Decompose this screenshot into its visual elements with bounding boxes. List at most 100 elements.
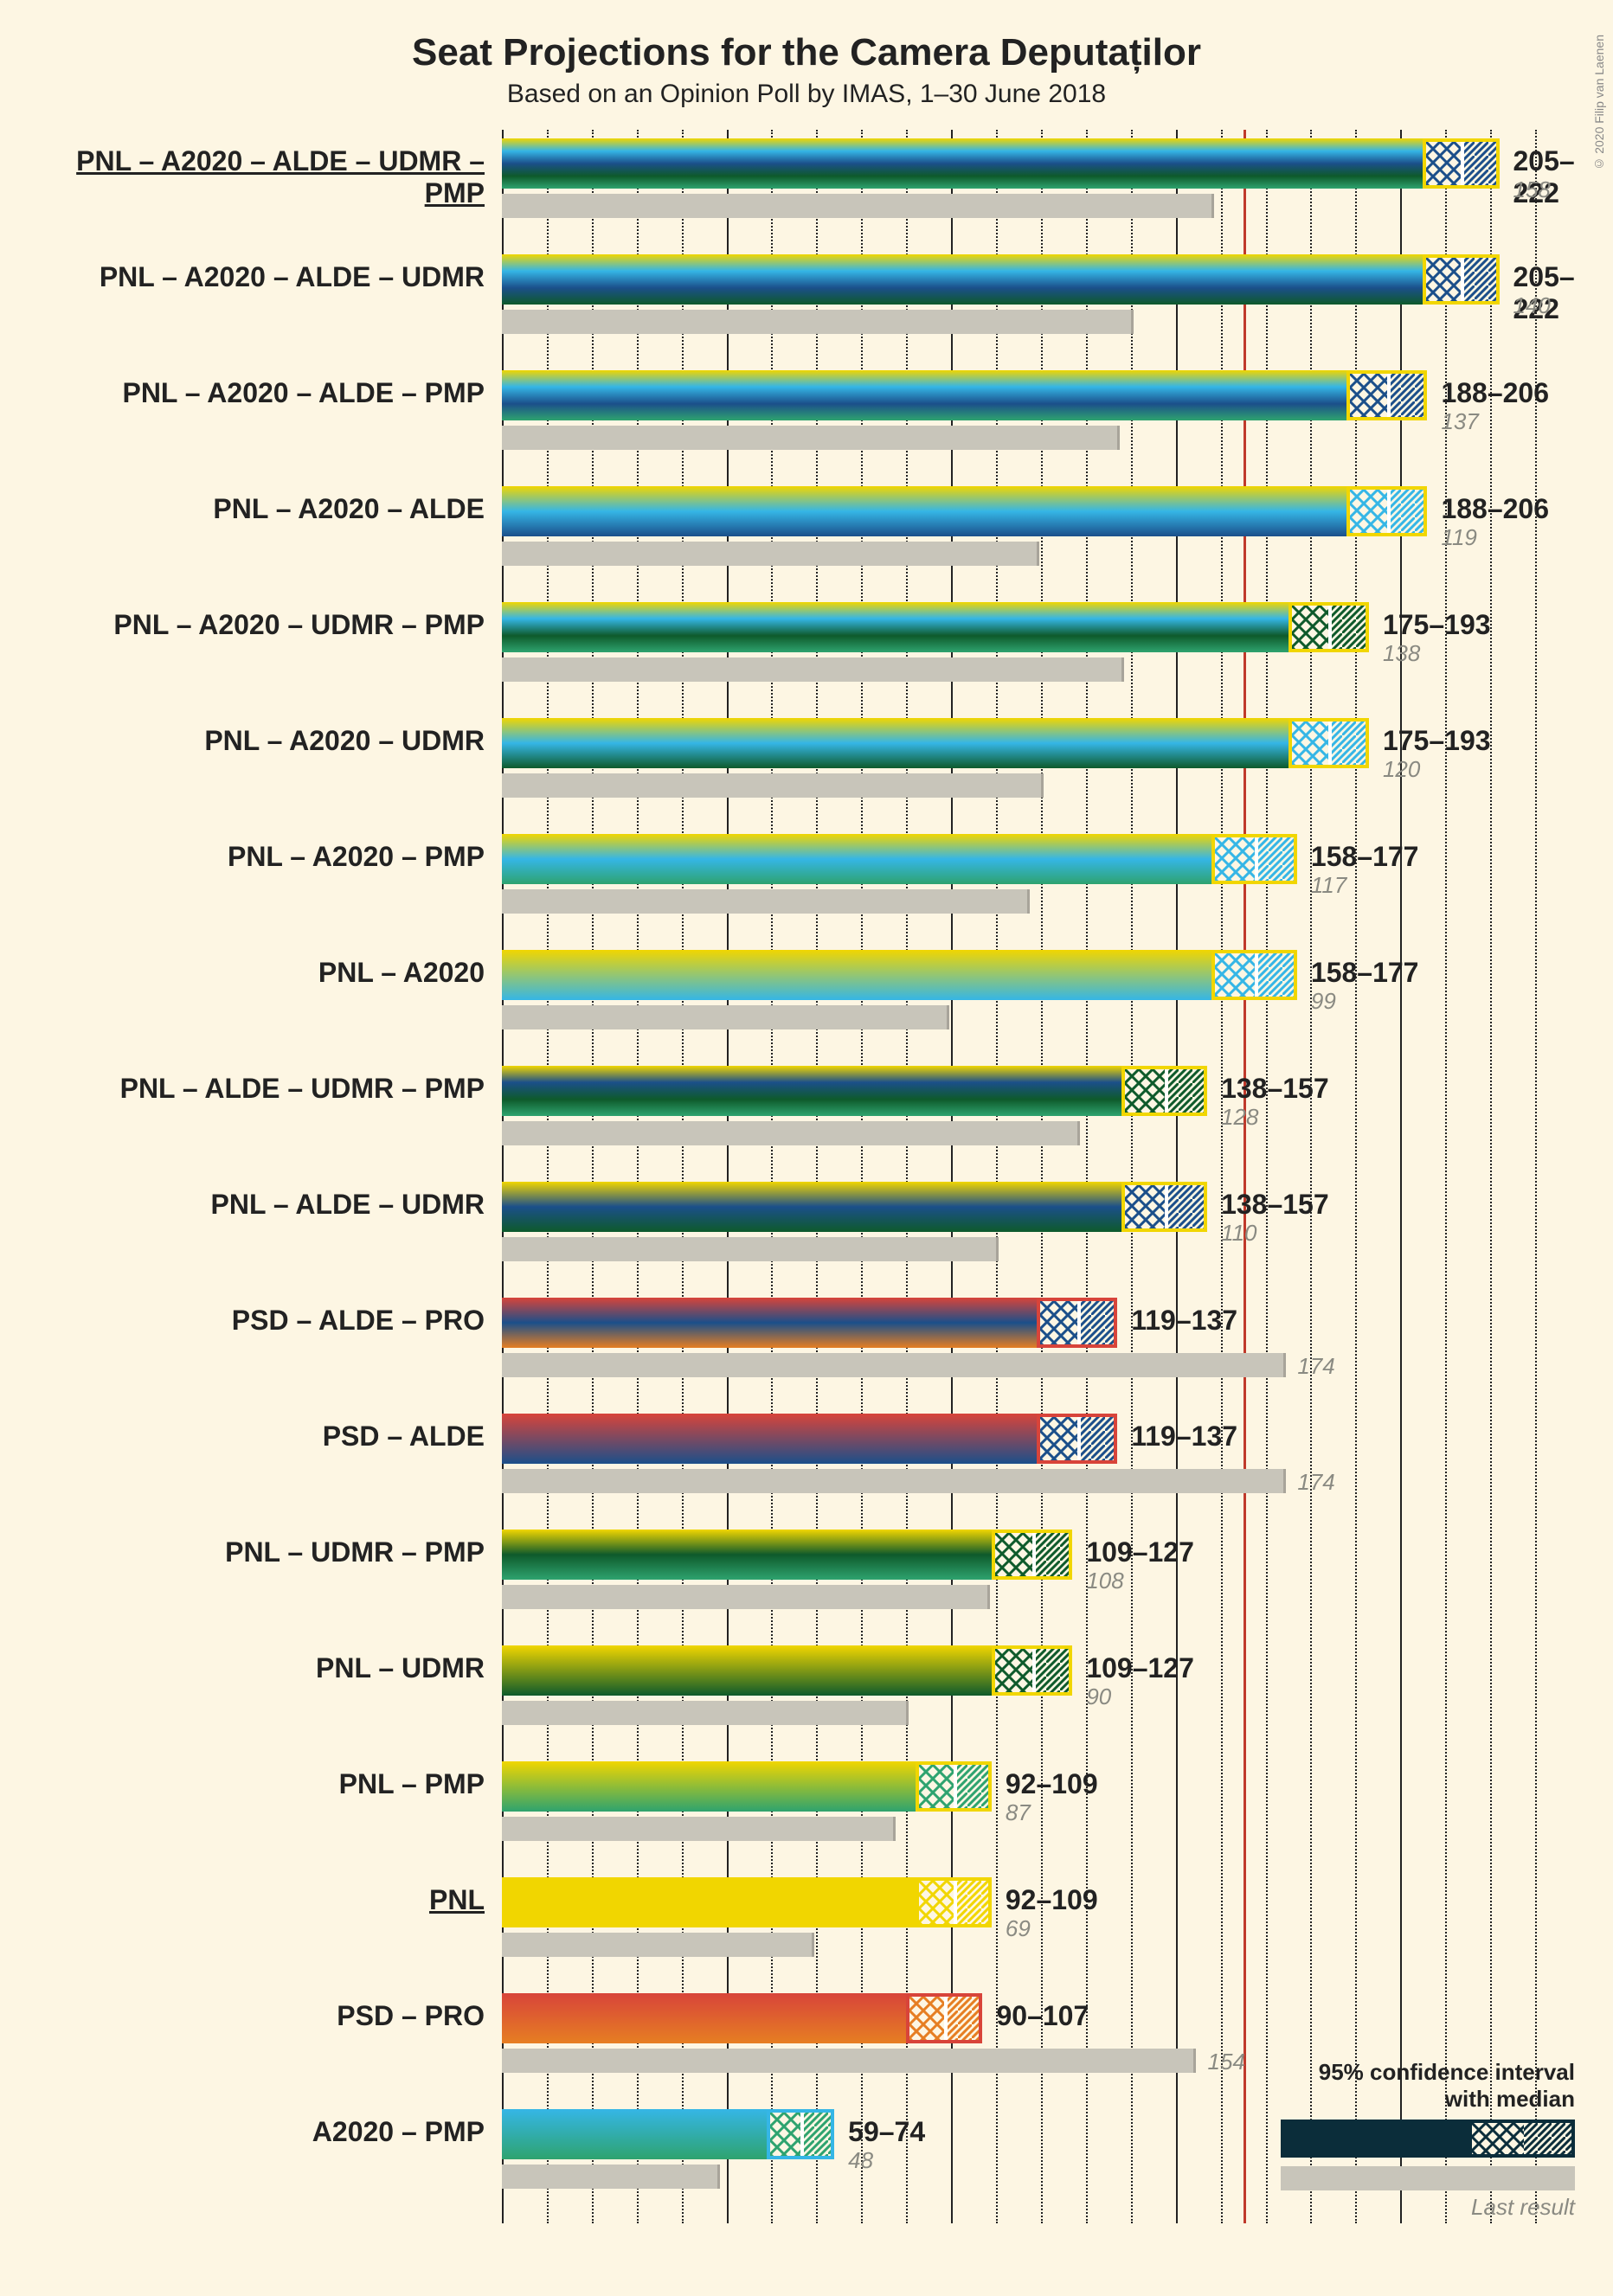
ci-hatch-right [1032,1533,1070,1576]
ci-hatch-right [954,1881,988,1924]
confidence-interval [1211,834,1297,884]
ci-hatch-left [995,1649,1032,1692]
ci-hatch-right [1032,1649,1070,1692]
last-result-bar [502,310,1131,334]
ci-hatch-left [1125,1185,1164,1228]
ci-median-line [1461,142,1464,185]
ci-median-line [1032,1649,1036,1692]
coalition-row: PNL – A2020 – ALDE – PMP188–206137 [502,362,1558,478]
copyright-text: © 2020 Filip van Laenen [1592,35,1606,171]
last-result-bar [502,542,1037,566]
last-result-bar [502,1701,906,1725]
ci-hatch-left [1350,374,1387,417]
ci-hatch-left [1292,606,1329,649]
confidence-interval [1288,602,1369,652]
coalition-label: A2020 – PMP [17,2116,485,2148]
last-result-bar [502,1005,947,1029]
ci-hatch-right [1255,837,1294,881]
coalition-label: PNL – A2020 – ALDE [17,493,485,525]
projection-bar [502,1877,916,1927]
ci-median-line [1165,1069,1168,1113]
projection-bar [502,1066,1121,1116]
ci-median-line [1077,1301,1081,1344]
last-result-label: 90 [1086,1684,1111,1710]
chart-page: Seat Projections for the Camera Deputați… [0,0,1613,2296]
ci-hatch-right [944,1997,979,2040]
last-result-label: 99 [1311,988,1336,1015]
confidence-interval [916,1877,992,1927]
ci-hatch-right [1461,142,1495,185]
coalition-label: PNL [17,1884,485,1916]
ci-hatch-right [1077,1417,1115,1460]
ci-median-line [1255,837,1258,881]
ci-median-line [800,2113,804,2156]
range-label: 158–177 [1311,957,1419,989]
chart-subtitle: Based on an Opinion Poll by IMAS, 1–30 J… [0,80,1613,109]
confidence-interval [1121,1182,1207,1232]
last-result-label: 48 [848,2147,873,2174]
last-result-label: 138 [1383,640,1420,667]
ci-hatch-left [919,1765,954,1808]
last-result-tick [1283,1469,1286,1493]
last-result-bar [502,426,1117,450]
coalition-label: PNL – PMP [17,1768,485,1800]
coalition-label: PSD – ALDE – PRO [17,1305,485,1337]
coalition-label: PNL – UDMR – PMP [17,1536,485,1568]
range-label: 138–157 [1221,1073,1329,1105]
coalition-label: PNL – A2020 – ALDE – UDMR [17,261,485,293]
ci-hatch-left [1292,722,1329,765]
legend-last-label: Last result [1281,2194,1575,2221]
projection-bar [502,1761,916,1812]
range-label: 119–137 [1131,1421,1237,1453]
coalition-row: PSD – ALDE – PRO119–137174 [502,1289,1558,1405]
last-result-label: 158 [1513,176,1551,203]
ci-median-line [1255,953,1258,997]
ci-hatch-left [1426,142,1461,185]
coalition-label: PNL – ALDE – UDMR [17,1189,485,1221]
last-result-tick [1211,194,1214,218]
last-result-tick [1193,2049,1196,2073]
range-label: 119–137 [1131,1305,1237,1337]
last-result-tick [1037,542,1039,566]
coalition-row: PNL – ALDE – UDMR138–157110 [502,1173,1558,1289]
last-result-tick [1041,773,1044,798]
ci-hatch-left [1426,258,1461,301]
last-result-tick [1077,1121,1080,1145]
last-result-tick [947,1005,949,1029]
range-label: 138–157 [1221,1189,1329,1221]
coalition-label: PSD – ALDE [17,1421,485,1453]
projection-bar [502,1414,1037,1464]
projection-bar [502,1993,906,2043]
last-result-bar [502,194,1211,218]
ci-hatch-left [1350,490,1387,533]
legend-ci-hatch-left [1472,2120,1524,2158]
last-result-tick [906,1701,909,1725]
last-result-label: 154 [1207,2049,1244,2075]
range-label: 109–127 [1086,1536,1194,1568]
coalition-label: PNL – A2020 [17,957,485,989]
coalition-label: PNL – ALDE – UDMR – PMP [17,1073,485,1105]
ci-hatch-right [1165,1185,1204,1228]
confidence-interval [1423,254,1499,305]
projection-bar [502,370,1346,420]
last-result-tick [1283,1353,1286,1377]
last-result-bar [502,1237,996,1261]
last-result-label: 117 [1311,872,1346,899]
last-result-bar [502,1933,812,1957]
coalition-label: PSD – PRO [17,2000,485,2032]
legend-ci-label-line2: with median [1281,2086,1575,2113]
ci-median-line [954,1765,957,1808]
legend: 95% confidence intervalwith medianLast r… [1281,2059,1575,2221]
confidence-interval [992,1645,1072,1696]
projection-bar [502,138,1423,189]
ci-hatch-right [1255,953,1294,997]
last-result-label: 128 [1221,1104,1258,1131]
range-label: 158–177 [1311,841,1419,873]
chart-title: Seat Projections for the Camera Deputați… [0,31,1613,74]
range-label: 90–107 [996,2000,1089,2032]
last-result-bar [502,2049,1193,2073]
projection-bar [502,486,1346,536]
coalition-row: PSD – ALDE119–137174 [502,1405,1558,1521]
last-result-label: 110 [1221,1220,1256,1247]
ci-median-line [1165,1185,1168,1228]
